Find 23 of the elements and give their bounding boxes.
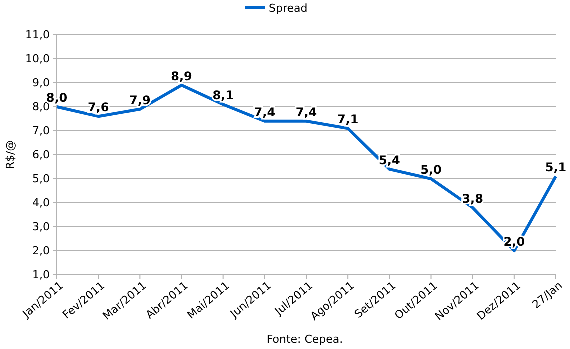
data-label: 5,1 [545,160,567,175]
y-tick-label: 6,0 [32,148,50,162]
y-tick-label: 2,0 [32,244,50,258]
y-tick-label: 10,0 [26,52,50,66]
data-label: 3,8 [462,192,484,206]
y-tick-label: 1,0 [32,268,50,282]
data-label: 7,1 [337,112,359,127]
data-label: 8,1 [212,88,234,103]
y-tick-label: 11,0 [26,28,50,42]
y-axis-title: R$/@ [4,140,17,170]
y-tick-label: 9,0 [32,76,50,90]
y-tick-label: 5,0 [32,172,50,186]
data-label: 7,9 [130,93,151,108]
data-label: 7,6 [88,100,110,115]
legend-label: Spread [269,2,308,15]
y-tick-label: 3,0 [32,220,50,234]
y-tick-label: 7,0 [32,124,50,138]
source-note: Fonte: Cepea. [266,333,344,346]
data-label: 7,4 [254,105,276,120]
data-label: 5,0 [420,163,442,177]
data-label: 8,9 [171,69,192,84]
y-tick-label: 4,0 [32,196,50,210]
data-label: 7,4 [296,105,318,120]
